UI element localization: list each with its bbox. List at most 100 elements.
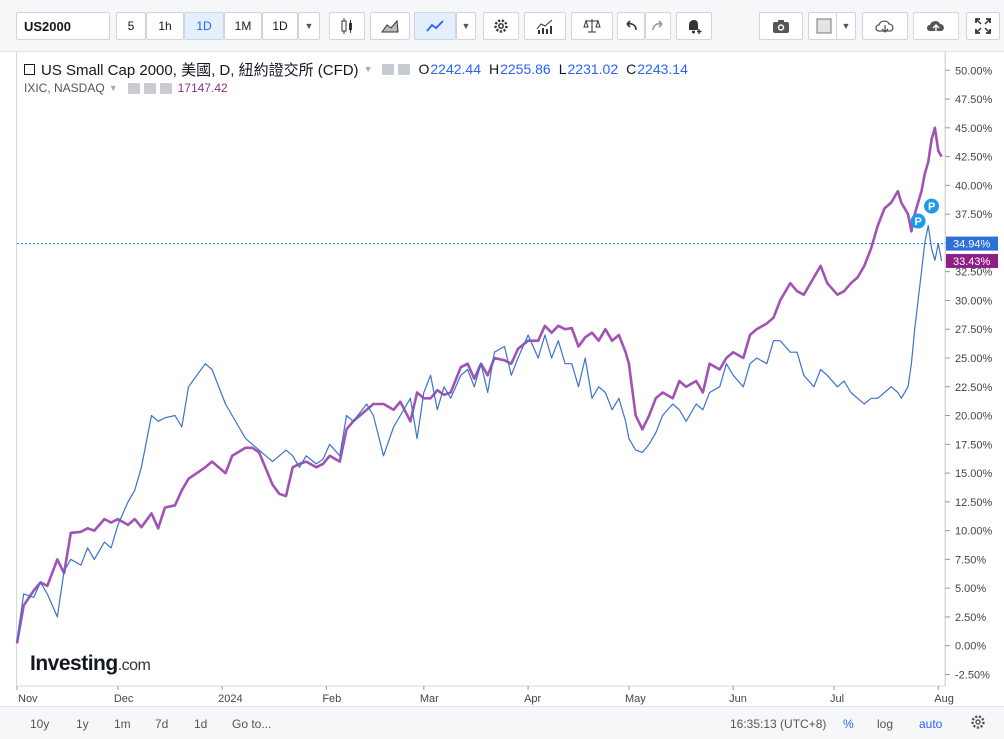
- y-tick-label: 17.50%: [955, 439, 993, 451]
- y-tick-label: 45.00%: [955, 123, 993, 135]
- fullscreen-button[interactable]: [966, 12, 1000, 40]
- last-value-badge: [946, 253, 998, 268]
- square-icon: [816, 18, 832, 34]
- scales-icon: [583, 19, 601, 33]
- interval-1d-button[interactable]: 1D: [184, 12, 224, 40]
- close-icon[interactable]: [159, 82, 172, 94]
- y-tick-label: 5.00%: [955, 583, 986, 595]
- y-tick-label: 30.00%: [955, 295, 993, 307]
- log-scale-button[interactable]: log: [877, 717, 894, 731]
- high-label: H: [488, 61, 500, 77]
- gear-icon: [971, 715, 985, 729]
- y-tick-label: 37.50%: [955, 209, 993, 221]
- compare-button[interactable]: [571, 12, 613, 40]
- redo-icon: [652, 20, 663, 31]
- event-marker-label: P: [928, 201, 935, 213]
- layout-button[interactable]: [808, 12, 840, 40]
- screenshot-button[interactable]: [759, 12, 803, 40]
- close-value: 2243.14: [637, 61, 688, 77]
- range-10y-button[interactable]: 10y: [30, 717, 50, 731]
- indicators-icon: [536, 19, 553, 34]
- interval-1m-button[interactable]: 1M: [224, 12, 262, 40]
- chevron-down-icon[interactable]: ▼: [108, 83, 118, 93]
- main-series-title[interactable]: US Small Cap 2000, 美國, D, 紐約證交所 (CFD): [41, 61, 359, 79]
- percent-scale-button[interactable]: %: [843, 717, 854, 731]
- event-marker[interactable]: [910, 213, 926, 229]
- candlestick-button[interactable]: [329, 12, 365, 40]
- chart-type-dropdown-button[interactable]: ▼: [456, 12, 476, 40]
- x-tick-label: Aug: [934, 693, 954, 705]
- chevron-down-icon[interactable]: ▼: [363, 64, 373, 74]
- last-value-badge-label: 33.43%: [953, 256, 991, 268]
- goto-date-button[interactable]: Go to...: [232, 717, 272, 731]
- logo-suffix: .com: [117, 657, 151, 674]
- y-tick-label: 10.00%: [955, 526, 993, 538]
- symbol-search-input[interactable]: US2000: [16, 12, 110, 40]
- ixic-series-line[interactable]: [16, 225, 943, 641]
- y-tick-label: 20.00%: [955, 411, 993, 423]
- investing-logo: Investing.com: [30, 652, 151, 676]
- bottom-toolbar: 10y 1y 1m 7d 1d Go to... 16:35:13 (UTC+8…: [0, 706, 1004, 739]
- range-1d-button[interactable]: 1d: [194, 717, 208, 731]
- chart-settings-button[interactable]: [969, 713, 987, 734]
- x-tick-label: Jun: [729, 693, 747, 705]
- close-label: C: [626, 61, 637, 77]
- eye-icon[interactable]: [127, 82, 140, 94]
- y-tick-label: 12.50%: [955, 497, 993, 509]
- cloud-upload-icon: [927, 21, 944, 32]
- y-tick-label: 32.50%: [955, 267, 993, 279]
- interval-5-button[interactable]: 5: [116, 12, 146, 40]
- us2000-series-line[interactable]: [15, 126, 943, 644]
- legend-collapse-icon[interactable]: [24, 63, 35, 75]
- undo-button[interactable]: [617, 12, 645, 40]
- y-tick-label: 25.00%: [955, 353, 993, 365]
- load-chart-button[interactable]: [862, 12, 908, 40]
- save-chart-button[interactable]: [913, 12, 959, 40]
- auto-scale-button[interactable]: auto: [919, 717, 943, 731]
- y-tick-label: 47.50%: [955, 94, 993, 106]
- camera-icon: [773, 20, 789, 33]
- x-tick-label: Mar: [420, 693, 439, 705]
- last-value-badge: [946, 236, 998, 251]
- top-toolbar: US2000 5 1h 1D 1M 1D ▼ ▼ ▼: [0, 0, 1004, 52]
- settings-button[interactable]: [483, 12, 519, 40]
- gear-icon[interactable]: [398, 63, 411, 75]
- redo-button[interactable]: [645, 12, 671, 40]
- y-tick-label: 0.00%: [955, 641, 986, 653]
- layout-dropdown-button[interactable]: ▼: [836, 12, 856, 40]
- x-tick-label: 2024: [218, 693, 242, 705]
- add-alert-button[interactable]: [676, 12, 712, 40]
- compare-series-value: 17147.42: [177, 81, 228, 95]
- high-value: 2255.86: [500, 61, 551, 77]
- range-7d-button[interactable]: 7d: [155, 717, 169, 731]
- x-tick-label: May: [625, 693, 646, 705]
- y-tick-label: 42.50%: [955, 152, 993, 164]
- chart-canvas[interactable]: 50.00%47.50%45.00%42.50%40.00%37.50%35.0…: [0, 0, 1004, 706]
- range-1m-button[interactable]: 1m: [114, 717, 131, 731]
- y-tick-label: 2.50%: [955, 612, 986, 624]
- y-tick-label: 7.50%: [955, 554, 986, 566]
- x-tick-label: Feb: [322, 693, 341, 705]
- x-tick-label: Jul: [830, 693, 844, 705]
- x-tick-label: Apr: [524, 693, 541, 705]
- clock-readout[interactable]: 16:35:13 (UTC+8): [730, 717, 827, 731]
- eye-icon[interactable]: [382, 63, 395, 75]
- y-tick-label: 27.50%: [955, 324, 993, 336]
- gear-icon: [494, 19, 508, 33]
- indicators-button[interactable]: [524, 12, 566, 40]
- compare-series-title[interactable]: IXIC, NASDAQ: [24, 81, 105, 95]
- event-marker[interactable]: [924, 198, 940, 214]
- x-tick-label: Dec: [114, 693, 134, 705]
- fullscreen-icon: [975, 18, 991, 34]
- area-chart-button[interactable]: [370, 12, 410, 40]
- interval-1d-alt-button[interactable]: 1D: [262, 12, 298, 40]
- line-chart-button[interactable]: [414, 12, 456, 40]
- gear-icon[interactable]: [143, 82, 156, 94]
- compare-series-legend: IXIC, NASDAQ ▼ 17147.42: [24, 80, 228, 96]
- open-value: 2242.44: [430, 61, 481, 77]
- range-1y-button[interactable]: 1y: [76, 717, 89, 731]
- interval-dropdown-button[interactable]: ▼: [298, 12, 320, 40]
- y-tick-label: 22.50%: [955, 382, 993, 394]
- candlestick-icon: [341, 18, 352, 34]
- interval-1h-button[interactable]: 1h: [146, 12, 184, 40]
